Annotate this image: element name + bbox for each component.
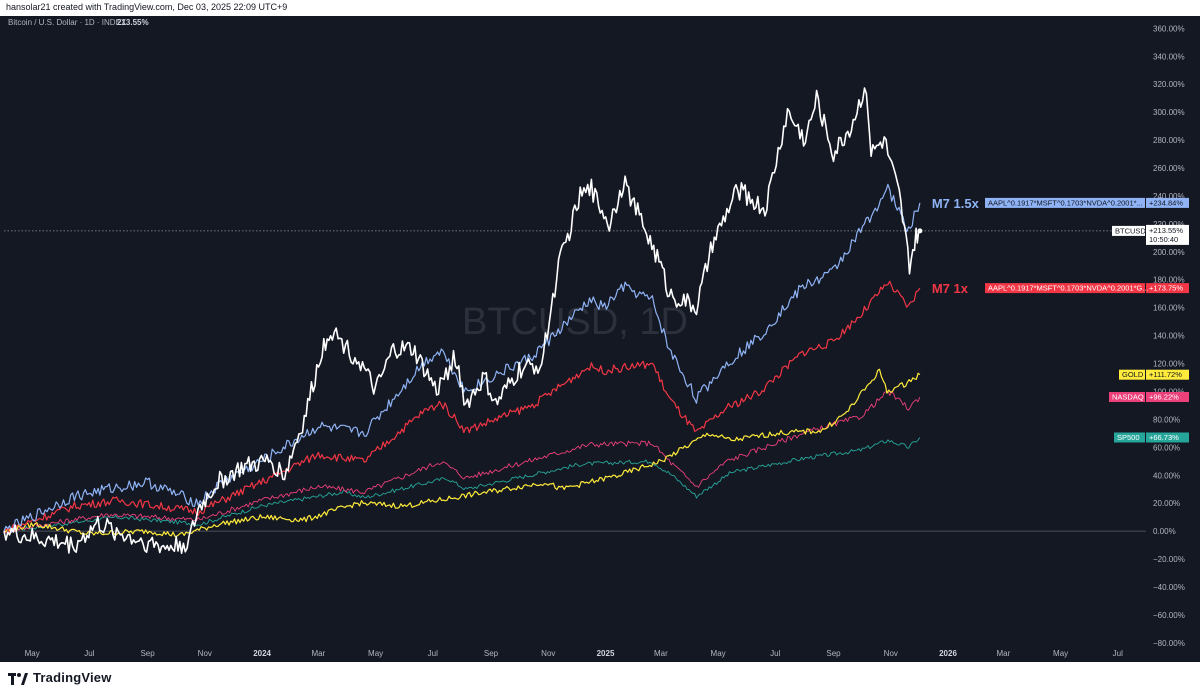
- badge-name-bg-gold: [1119, 369, 1145, 380]
- x-tick-label: Nov: [541, 649, 555, 658]
- badge-name-bg-nasdaq: [1109, 392, 1145, 402]
- y-tick-label: 180.00%: [1153, 276, 1185, 285]
- last-point-marker: [917, 228, 923, 234]
- x-tick-label: Sep: [140, 649, 155, 658]
- x-tick-label: Nov: [198, 649, 212, 658]
- badge-name-btcusd: BTCUSD: [1115, 226, 1146, 235]
- x-tick-label: Jul: [1113, 649, 1123, 658]
- y-tick-label: 200.00%: [1153, 248, 1185, 257]
- symbol-value: 213.55%: [117, 18, 149, 27]
- x-tick-label: Mar: [312, 649, 326, 658]
- badge-bg-m7-1x: [1146, 283, 1189, 294]
- y-tick-label: 340.00%: [1153, 52, 1185, 61]
- badge-name-nasdaq: NASDAQ: [1112, 393, 1144, 402]
- badge-name-bg-sp500: [1114, 432, 1145, 443]
- x-tick-label: May: [711, 649, 726, 658]
- y-tick-label: 160.00%: [1153, 304, 1185, 313]
- series-line-m7-1-5x[interactable]: [3, 183, 921, 533]
- tradingview-logo[interactable]: TradingView: [8, 670, 112, 685]
- x-tick-label: 2026: [939, 649, 957, 658]
- y-tick-label: 60.00%: [1153, 443, 1180, 452]
- badge-value-m7-1-5x: +234.84%: [1149, 198, 1183, 207]
- badge-bg-gold: [1146, 369, 1189, 380]
- x-tick-label: May: [368, 649, 383, 658]
- annotation-m7-1x: M7 1x: [932, 281, 969, 296]
- tradingview-logo-icon: [8, 672, 28, 685]
- badge-name-sp500: SP500: [1117, 433, 1140, 442]
- badge-name-gold: GOLD: [1122, 370, 1144, 379]
- x-tick-label: 2025: [597, 649, 615, 658]
- header-attribution: hansolar21 created with TradingView.com,…: [6, 2, 288, 12]
- badge-value-nasdaq: +96.22%: [1149, 393, 1179, 402]
- badge-name-bg-btcusd: [1112, 225, 1145, 236]
- series-line-sp500[interactable]: [3, 437, 921, 533]
- y-tick-label: 140.00%: [1153, 332, 1185, 341]
- y-tick-label: 260.00%: [1153, 164, 1185, 173]
- x-tick-label: Jul: [770, 649, 780, 658]
- badge-value-sp500: +66.73%: [1149, 433, 1179, 442]
- watermark: BTCUSD, 1D: [462, 301, 688, 343]
- y-tick-label: −40.00%: [1153, 583, 1185, 592]
- x-axis[interactable]: May Jul Sep Nov 2024 Mar May Jul Sep Nov 2025 Mar Ma…: [25, 649, 1123, 658]
- badge-ticker-m7-1-5x: AAPL^0.1917*MSFT^0.1703*NVDA^0.2001*...: [988, 198, 1143, 207]
- x-tick-label: Mar: [654, 649, 668, 658]
- header-bar: hansolar21 created with TradingView.com,…: [0, 0, 1200, 16]
- series-line-btcusd[interactable]: [3, 87, 921, 554]
- symbol-label: Bitcoin / U.S. Dollar · 1D · INDEX: [8, 18, 127, 27]
- series-group: [3, 87, 921, 554]
- footer-bar: TradingView: [0, 662, 1200, 693]
- y-tick-label: 240.00%: [1153, 192, 1185, 201]
- y-tick-label: 360.00%: [1153, 24, 1185, 33]
- badge-bg-nasdaq: [1146, 392, 1189, 402]
- x-tick-label: May: [1053, 649, 1068, 658]
- y-tick-label: −20.00%: [1153, 555, 1185, 564]
- badge-value-gold: +111.72%: [1149, 370, 1182, 379]
- y-tick-label: 120.00%: [1153, 360, 1185, 369]
- badge-ticker-bg-m7-1x: [985, 283, 1145, 294]
- y-tick-label: 0.00%: [1153, 527, 1176, 536]
- annotation-m7-1-5x: M7 1.5x: [932, 196, 980, 211]
- badge-bg-m7-1-5x: [1146, 197, 1189, 208]
- badge-ticker-bg-m7-1-5x: [985, 197, 1145, 208]
- series-line-gold[interactable]: [3, 368, 921, 537]
- badge-extra-btcusd: 10:50:40: [1149, 235, 1178, 244]
- x-tick-label: Sep: [826, 649, 841, 658]
- annotations: M7 1.5x M7 1x: [932, 196, 980, 296]
- y-tick-label: 320.00%: [1153, 80, 1185, 89]
- x-tick-label: Sep: [484, 649, 499, 658]
- y-tick-label: 220.00%: [1153, 220, 1185, 229]
- y-tick-label: 20.00%: [1153, 499, 1180, 508]
- x-tick-label: Mar: [997, 649, 1011, 658]
- btc-last-dot: [917, 228, 923, 234]
- badge-value-m7-1x: +173.75%: [1149, 284, 1183, 293]
- badge-ticker-m7-1x: AAPL^0.1917*MSFT^0.1703*NVDA^0.2001*G...: [988, 284, 1149, 293]
- y-tick-label: 40.00%: [1153, 471, 1180, 480]
- tradingview-brand: TradingView: [33, 670, 112, 685]
- x-tick-label: 2024: [253, 649, 271, 658]
- series-line-nasdaq[interactable]: [3, 390, 921, 534]
- x-tick-label: Jul: [428, 649, 438, 658]
- y-tick-label: 300.00%: [1153, 108, 1185, 117]
- chart-area[interactable]: BTCUSD, 1D 360.00% 340.00% 320.00% 300.00% 2…: [0, 16, 1200, 662]
- badge-bg-sp500: [1146, 432, 1189, 443]
- x-tick-label: Jul: [84, 649, 94, 658]
- chart-canvas[interactable]: BTCUSD, 1D 360.00% 340.00% 320.00% 300.00% 2…: [0, 16, 1200, 662]
- series-line-m7-1x[interactable]: [3, 280, 921, 534]
- y-tick-label: 280.00%: [1153, 136, 1185, 145]
- badge-bg-btcusd: [1146, 224, 1189, 245]
- y-tick-label: −60.00%: [1153, 611, 1185, 620]
- y-tick-label: 80.00%: [1153, 415, 1180, 424]
- badge-value-btcusd: +213.55%: [1149, 226, 1183, 235]
- x-tick-label: May: [25, 649, 40, 658]
- y-axis[interactable]: 360.00% 340.00% 320.00% 300.00% 280.00% 260.0…: [1153, 24, 1185, 647]
- x-tick-label: Nov: [884, 649, 898, 658]
- y-tick-label: −80.00%: [1153, 639, 1185, 648]
